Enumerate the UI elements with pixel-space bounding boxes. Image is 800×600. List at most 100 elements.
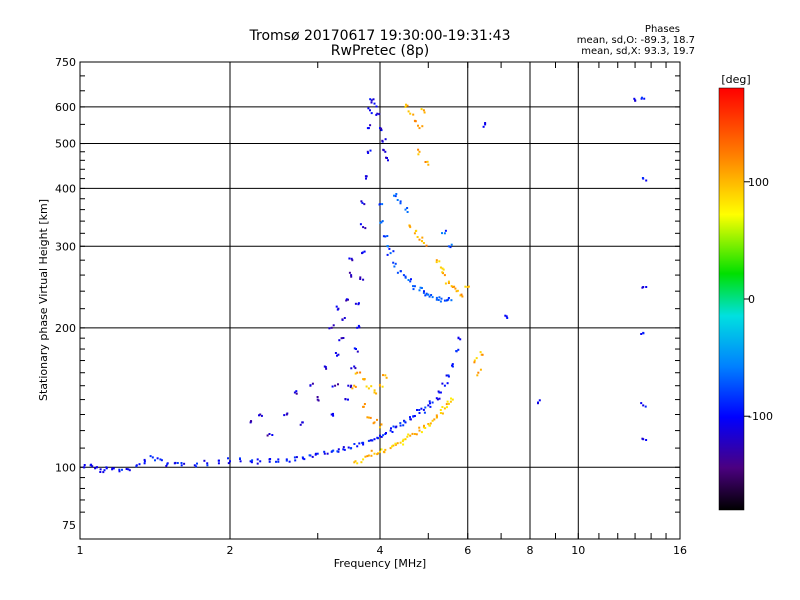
echo-point [375, 113, 378, 116]
y-tick-label: 750 [55, 56, 76, 69]
echo-point [340, 337, 343, 340]
echo-point [428, 295, 431, 298]
echo-point [642, 404, 645, 407]
echo-point [357, 302, 360, 305]
echo-point [372, 98, 375, 101]
echo-point [441, 382, 444, 385]
echo-point [354, 460, 357, 463]
echo-point [293, 456, 296, 459]
echo-point [643, 97, 646, 100]
echo-point [370, 99, 373, 102]
echo-point [91, 465, 94, 468]
echo-point [380, 435, 383, 438]
echo-point [159, 458, 162, 461]
echo-point [217, 459, 220, 462]
echo-point [406, 104, 409, 107]
echo-point [269, 458, 272, 460]
echo-point [154, 459, 156, 462]
echo-point [390, 427, 392, 430]
echo-point [353, 443, 356, 445]
colorbar-ticks: 100 0 -100 [744, 176, 773, 423]
echo-point [505, 315, 508, 318]
echo-point [431, 296, 434, 299]
echo-point [429, 405, 432, 408]
echo-point [406, 207, 409, 209]
echo-point [356, 350, 359, 353]
echo-point [367, 416, 370, 419]
echo-point [441, 412, 444, 415]
x-tick-label: 6 [464, 544, 471, 557]
echo-point [354, 372, 357, 375]
echo-point [366, 127, 369, 130]
echo-point [138, 463, 141, 466]
echo-point [386, 235, 389, 237]
echo-point [429, 422, 432, 425]
echo-point [454, 287, 457, 290]
echo-point [337, 383, 339, 386]
echo-point [446, 400, 449, 403]
echo-point [392, 261, 395, 264]
echo-point [111, 467, 114, 470]
echo-point [364, 175, 367, 178]
echo-point [645, 179, 648, 182]
echo-point [450, 397, 452, 400]
echo-point [275, 460, 277, 463]
echo-point [332, 414, 335, 417]
echo-point [350, 274, 353, 277]
echo-point [266, 434, 269, 437]
echo-point [336, 450, 339, 453]
echo-point [354, 302, 357, 305]
echo-point [428, 424, 431, 427]
echo-point [443, 232, 446, 235]
echo-point [435, 296, 438, 299]
echo-point [196, 462, 198, 465]
echo-point [357, 324, 360, 327]
echo-point [349, 386, 352, 389]
echo-point [367, 439, 370, 442]
echo-point [418, 429, 421, 432]
echo-point [640, 333, 643, 335]
echo-point [227, 457, 229, 460]
echo-point [431, 401, 434, 404]
echo-point [118, 468, 121, 471]
echo-point [336, 308, 339, 311]
echo-point [256, 458, 259, 461]
echo-point [362, 405, 365, 408]
echo-point [435, 298, 438, 301]
echo-point [367, 387, 370, 390]
echo-point [370, 454, 373, 457]
echo-point [402, 443, 405, 446]
echo-point [429, 402, 431, 405]
echo-point [422, 426, 425, 429]
echo-point [451, 363, 454, 366]
phases-x-mode: mean, sd,X: 93.3, 19.7 [581, 46, 695, 57]
y-tick-label: 600 [55, 101, 76, 114]
echo-point [459, 294, 462, 297]
echo-point [353, 365, 356, 368]
echo-point [441, 271, 444, 274]
echo-point [362, 378, 365, 381]
echo-point [420, 431, 423, 434]
x-tick-label: 2 [227, 544, 234, 557]
echo-point [326, 452, 329, 455]
echo-point [373, 391, 376, 394]
echo-point [506, 317, 509, 319]
echo-point [349, 447, 352, 450]
echo-point [419, 286, 422, 289]
echo-point [424, 294, 427, 297]
echo-point [363, 203, 366, 206]
x-tick-label: 1 [77, 544, 84, 557]
echo-point [362, 458, 365, 461]
echo-point [394, 262, 397, 265]
echo-point [413, 285, 416, 288]
echo-point [380, 448, 383, 451]
echo-point [371, 439, 374, 442]
echo-point [367, 454, 370, 457]
echo-point [160, 459, 163, 462]
x-tick-label: 10 [571, 544, 585, 557]
x-tick-label: 8 [527, 544, 534, 557]
echo-point [413, 415, 416, 417]
echo-point [642, 332, 645, 335]
echo-point [420, 407, 423, 410]
echo-point [402, 274, 405, 277]
